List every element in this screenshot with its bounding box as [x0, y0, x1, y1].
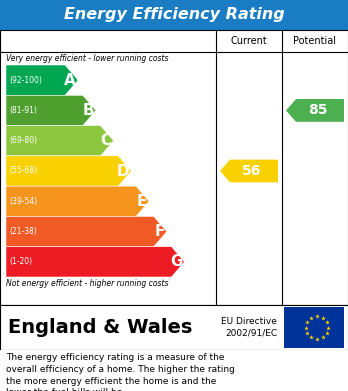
Text: A: A [64, 73, 76, 88]
Polygon shape [6, 126, 113, 156]
Text: (21-38): (21-38) [9, 227, 37, 236]
Text: (69-80): (69-80) [9, 136, 37, 145]
Text: EU Directive: EU Directive [221, 317, 277, 326]
Bar [0, 0, 348, 30]
Text: C: C [101, 133, 112, 148]
Text: (1-20): (1-20) [9, 257, 32, 266]
Bar [0, 305, 348, 350]
Text: G: G [170, 255, 182, 269]
Text: 85: 85 [308, 104, 328, 117]
Text: Very energy efficient - lower running costs: Very energy efficient - lower running co… [6, 54, 168, 63]
Text: (39-54): (39-54) [9, 197, 37, 206]
Bar [284, 307, 344, 348]
Text: England & Wales: England & Wales [8, 318, 192, 337]
Text: 2002/91/EC: 2002/91/EC [225, 329, 277, 338]
Polygon shape [6, 95, 96, 126]
Text: Potential: Potential [293, 36, 337, 46]
Text: (92-100): (92-100) [9, 75, 42, 84]
Text: Energy Efficiency Rating: Energy Efficiency Rating [64, 7, 284, 23]
Polygon shape [6, 65, 78, 95]
Text: D: D [117, 163, 129, 179]
Text: The energy efficiency rating is a measure of the
overall efficiency of a home. T: The energy efficiency rating is a measur… [6, 353, 235, 391]
Polygon shape [6, 217, 167, 247]
Polygon shape [6, 247, 184, 277]
Bar [0, 30, 348, 305]
Text: E: E [137, 194, 147, 209]
Text: 56: 56 [242, 164, 262, 178]
Text: (81-91): (81-91) [9, 106, 37, 115]
Polygon shape [286, 99, 344, 122]
Polygon shape [6, 156, 131, 186]
Text: (55-68): (55-68) [9, 167, 37, 176]
Text: F: F [155, 224, 165, 239]
Bar [0, 350, 348, 391]
Text: B: B [82, 103, 94, 118]
Polygon shape [6, 186, 149, 217]
Text: Current: Current [231, 36, 267, 46]
Text: Not energy efficient - higher running costs: Not energy efficient - higher running co… [6, 279, 168, 288]
Polygon shape [220, 160, 278, 182]
